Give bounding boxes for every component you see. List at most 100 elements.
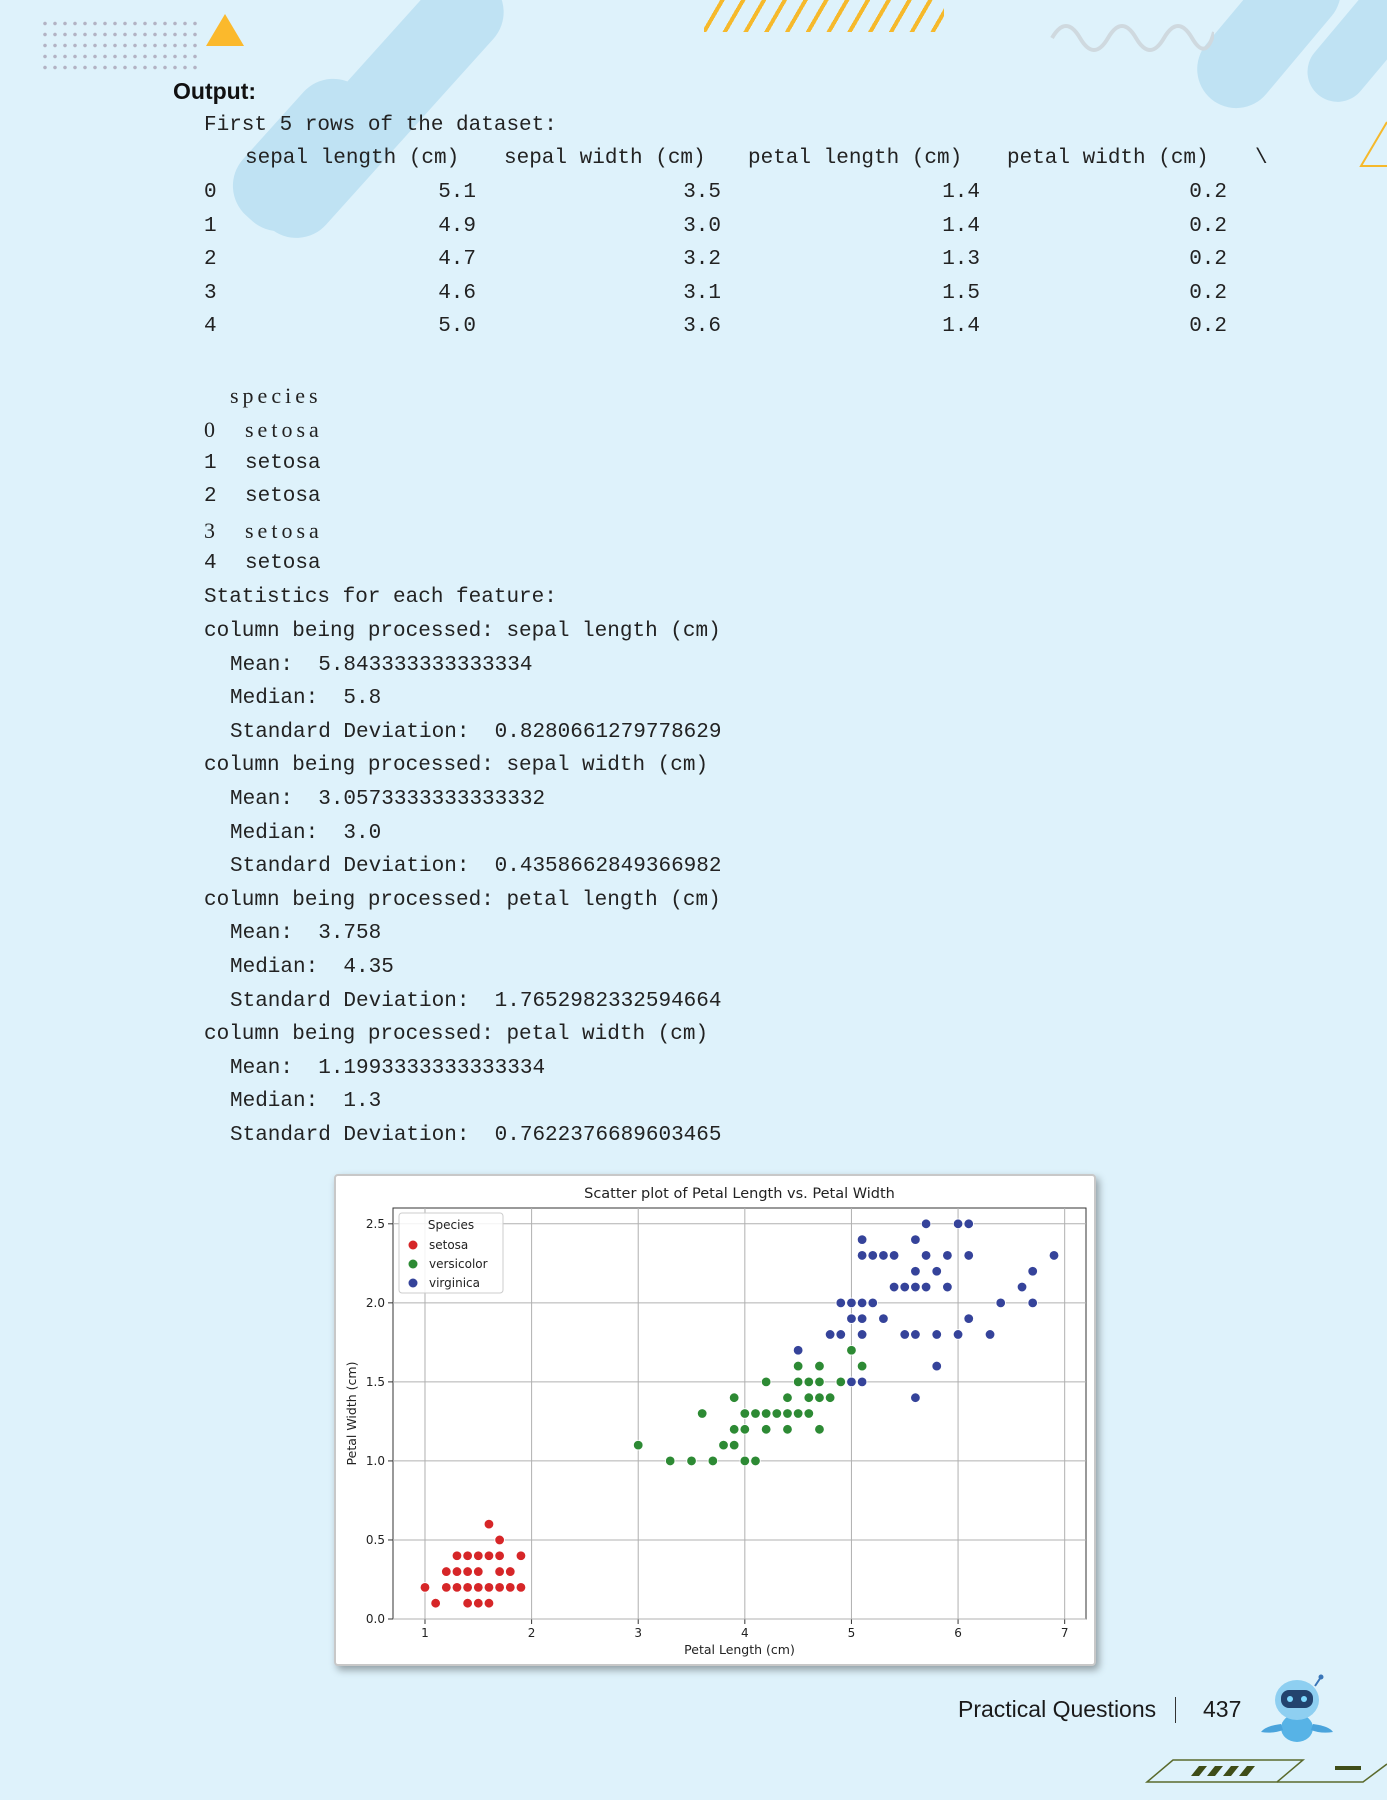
setosa-point [494,1566,505,1577]
virginica-point [899,1281,910,1293]
setosa-point [419,1582,431,1593]
setosa-point [462,1566,473,1577]
x-tick-label: 2 [528,1626,536,1640]
df-cell: 0.2 [1189,248,1227,271]
virginica-point [1027,1266,1038,1277]
df-cell: 4.7 [438,248,476,271]
stats-mean: Mean: 5.843333333333334 [230,653,533,677]
virginica-point [920,1281,932,1293]
versicolor-point [760,1408,772,1419]
setosa-point [473,1550,484,1561]
stats-median: Median: 4.35 [230,956,394,979]
df-column-header: petal width (cm) [1007,147,1209,170]
versicolor-point [814,1424,825,1435]
setosa-point [505,1566,516,1577]
triangle-decoration [206,14,244,46]
y-tick-label: 2.0 [366,1296,385,1310]
versicolor-point [824,1392,836,1403]
chart-title: Scatter plot of Petal Length vs. Petal W… [584,1186,895,1202]
setosa-point [483,1597,495,1609]
robot-mascot-icon [1261,1674,1333,1742]
y-tick-label: 1.5 [366,1375,385,1389]
versicolor-point [792,1376,804,1388]
species-column-header: species [230,383,322,408]
stats-column-header: column being processed: petal length (cm… [204,888,721,912]
stats-std: Standard Deviation: 0.4358662849366982 [230,855,722,879]
virginica-point [1048,1250,1060,1261]
output-label: Output: [173,78,257,104]
y-axis-label: Petal Width (cm) [344,1362,359,1466]
stats-mean: Mean: 1.1993333333333334 [230,1056,546,1080]
df-row-index: 4 [204,315,217,338]
virginica-point [910,1329,921,1340]
df-cell: 4.6 [438,281,476,305]
virginica-point [835,1329,846,1340]
footer-section-title: Practical Questions [958,1696,1157,1722]
virginica-point [963,1250,974,1261]
corner-decoration [1144,1759,1387,1783]
legend-box [398,1212,504,1294]
stats-column-header: column being processed: petal width (cm) [204,1023,709,1047]
virginica-point [952,1329,964,1340]
x-tick-label: 4 [741,1626,749,1640]
legend-label: virginica [429,1276,480,1290]
setosa-point [473,1582,484,1593]
versicolor-point [803,1408,815,1419]
virginica-point [856,1234,868,1245]
df-row-index: 3 [204,281,217,305]
y-tick-label: 0.0 [366,1612,385,1626]
virginica-point [942,1250,953,1261]
setosa-point [462,1582,473,1593]
virginica-point [963,1218,974,1230]
stats-column-header: column being processed: sepal width (cm) [204,754,709,778]
virginica-point [899,1329,910,1340]
df-cell: 0.2 [1189,315,1227,338]
versicolor-point [739,1455,751,1467]
df-column-header: sepal length (cm) [245,147,460,170]
setosa-point [451,1550,463,1561]
setosa-point [462,1597,473,1609]
y-tick-label: 2.5 [366,1217,385,1231]
y-tick-label: 1.0 [366,1454,385,1468]
virginica-point [920,1218,932,1230]
versicolor-point [739,1408,751,1419]
species-row-index: 4 [204,552,217,575]
df-cell: 3.0 [683,214,721,238]
virginica-point [846,1376,857,1388]
plot-area [392,1207,1087,1620]
virginica-point [878,1313,889,1324]
virginica-point [856,1376,868,1388]
legend-label: versicolor [429,1257,488,1271]
df-heading: First 5 rows of the dataset: [204,114,557,137]
virginica-point [952,1218,964,1230]
versicolor-point [728,1392,740,1403]
legend-title: Species [428,1218,474,1232]
versicolor-point [665,1455,676,1467]
versicolor-point [814,1376,825,1388]
x-tick-label: 1 [421,1626,429,1640]
df-cell: 0.2 [1189,181,1227,204]
versicolor-point [760,1376,772,1388]
setosa-point [462,1550,473,1561]
virginica-point [846,1297,857,1309]
df-cell: 0.2 [1189,214,1227,238]
virginica-point [963,1313,974,1324]
virginica-point [856,1313,868,1324]
df-cell: 1.4 [942,315,980,338]
setosa-point [515,1582,527,1593]
setosa-point [441,1582,452,1593]
x-tick-label: 6 [954,1626,962,1640]
virginica-point [878,1250,889,1261]
triangle-outline-decoration [1359,121,1387,167]
setosa-point [441,1566,452,1577]
setosa-point [473,1566,484,1577]
df-cell: 1.3 [942,248,980,271]
scatter-plot: 1 2 3 4 5 6 7 0.0 0.5 1.0 1.5 2.0 2.5 Scatter plot of… [344,1186,1087,1657]
versicolor-point [814,1360,825,1372]
df-cell: 4.9 [438,214,476,238]
setosa-point [430,1597,441,1609]
virginica-point [856,1250,868,1261]
virginica-point [931,1329,942,1340]
versicolor-point [814,1392,825,1403]
df-cell: 3.5 [683,181,721,204]
